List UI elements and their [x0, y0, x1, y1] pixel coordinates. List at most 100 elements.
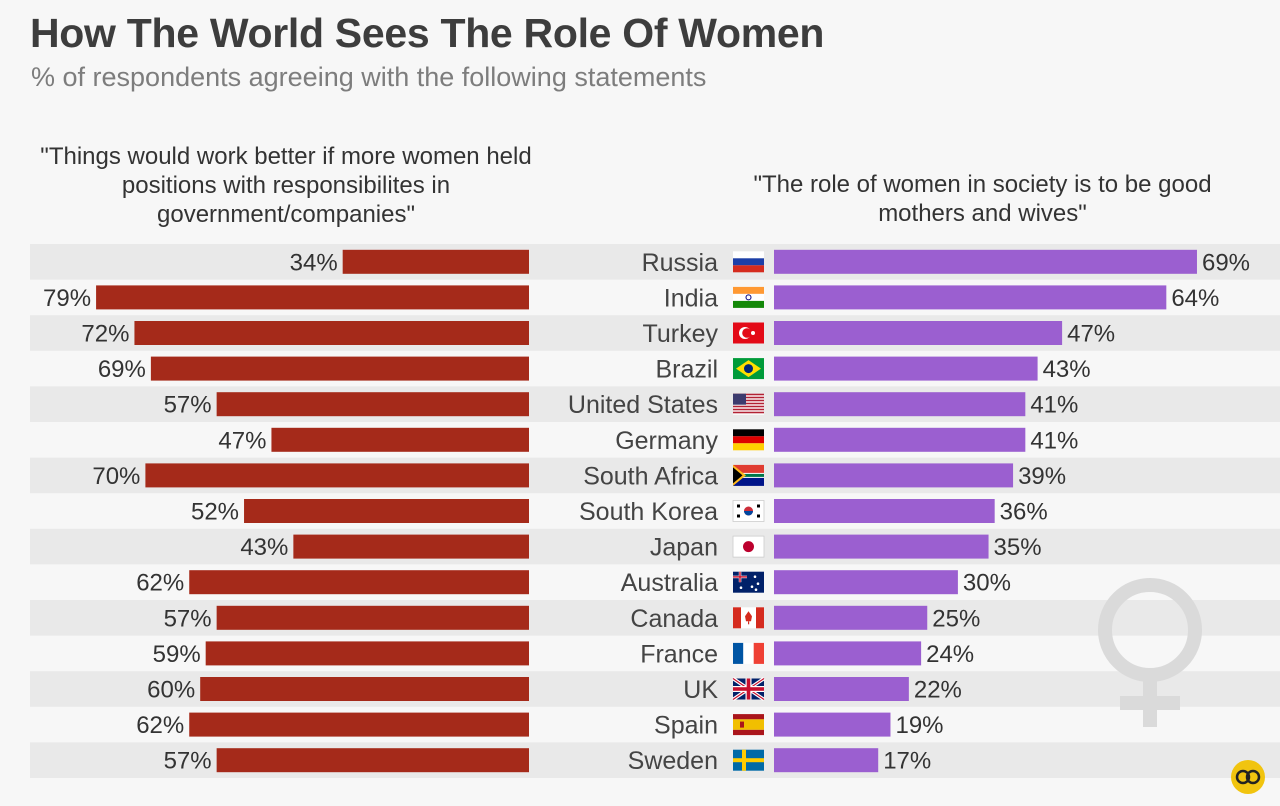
left-value-label: 62% — [136, 712, 184, 739]
south-korea-flag-icon — [732, 500, 765, 522]
country-label: Spain — [654, 712, 718, 740]
country-label: Turkey — [643, 320, 719, 348]
right-bar — [774, 570, 958, 595]
left-bar — [189, 712, 530, 737]
country-label: Australia — [621, 569, 718, 597]
right-value-label: 35% — [994, 534, 1042, 561]
japan-flag-icon — [732, 535, 765, 558]
right-value-label: 41% — [1030, 392, 1078, 419]
chart-row: 57% United States 41% — [164, 391, 1079, 419]
brazil-flag-icon — [733, 358, 764, 380]
canada-flag-icon — [733, 607, 764, 629]
sweden-flag-icon — [733, 749, 764, 771]
south-africa-flag-icon — [733, 464, 764, 486]
uk-flag-icon — [732, 677, 765, 701]
right-value-label: 64% — [1171, 285, 1219, 312]
country-label: UK — [683, 676, 718, 704]
left-value-label: 47% — [218, 427, 266, 454]
chart-row: 57% Sweden 17% — [164, 747, 932, 775]
country-label: South Korea — [579, 498, 718, 526]
turkey-flag-icon — [733, 322, 764, 344]
right-bar — [774, 641, 922, 666]
france-flag-icon — [733, 642, 764, 664]
chart-row: 59% France 24% — [153, 640, 975, 668]
country-label: United States — [568, 391, 718, 419]
left-bar — [205, 641, 529, 666]
chart-row: 62% Spain 19% — [136, 712, 943, 740]
left-value-label: 62% — [136, 570, 184, 597]
right-bar — [774, 321, 1063, 345]
right-bar — [774, 463, 1014, 488]
left-bar — [271, 427, 529, 452]
left-value-label: 34% — [290, 249, 338, 276]
chart-row: 57% Canada 25% — [164, 605, 981, 633]
chart-row: 34% Russia 69% — [290, 249, 1250, 277]
country-label: Sweden — [628, 747, 718, 775]
right-value-label: 22% — [914, 677, 962, 704]
right-value-label: 24% — [926, 641, 974, 668]
chart-row: 47% Germany 41% — [218, 427, 1078, 455]
chart-row: 79% India 64% — [43, 284, 1219, 312]
chart-title: How The World Sees The Role Of Women — [30, 10, 825, 56]
chart-row: 62% Australia 30% — [136, 569, 1011, 597]
right-value-label: 39% — [1018, 463, 1066, 490]
right-value-label: 43% — [1043, 356, 1091, 383]
india-flag-icon — [733, 286, 764, 308]
left-bar — [200, 677, 529, 701]
country-label: South Africa — [583, 462, 718, 490]
right-value-label: 41% — [1030, 427, 1078, 454]
usa-flag-icon — [733, 393, 764, 415]
left-bar — [150, 356, 529, 381]
right-bar — [774, 499, 995, 523]
chart-subtitle: % of respondents agreeing with the follo… — [31, 62, 707, 92]
left-value-label: 57% — [164, 605, 212, 632]
australia-flag-icon — [733, 571, 764, 593]
right-bar — [774, 748, 879, 773]
left-value-label: 57% — [164, 392, 212, 419]
left-bar — [244, 499, 530, 523]
statista-logo-icon — [1231, 760, 1265, 794]
left-bar — [134, 321, 529, 345]
left-value-label: 52% — [191, 499, 239, 526]
right-value-label: 30% — [963, 570, 1011, 597]
left-bar — [216, 392, 529, 417]
country-label: Japan — [650, 534, 718, 562]
left-value-label: 60% — [147, 677, 195, 704]
female-symbol-icon — [1098, 578, 1202, 727]
chart-row: 43% Japan 35% — [240, 534, 1041, 562]
right-bar — [774, 249, 1197, 274]
country-label: Russia — [642, 249, 719, 277]
left-value-label: 59% — [153, 641, 201, 668]
right-value-label: 25% — [932, 605, 980, 632]
left-bar — [293, 534, 529, 559]
spain-flag-icon — [733, 714, 764, 736]
right-bar — [774, 392, 1026, 417]
country-label: India — [664, 284, 718, 312]
left-value-label: 72% — [81, 321, 129, 348]
right-bar — [774, 605, 928, 630]
right-value-label: 47% — [1067, 321, 1115, 348]
chart-row: 52% South Korea 36% — [191, 498, 1048, 526]
left-value-label: 57% — [164, 748, 212, 775]
left-value-label: 70% — [92, 463, 140, 490]
country-label: France — [640, 640, 718, 668]
right-value-label: 69% — [1202, 249, 1250, 276]
left-bar — [96, 285, 529, 310]
left-bar — [342, 249, 529, 274]
right-value-label: 17% — [883, 748, 931, 775]
left-bar — [145, 463, 529, 488]
left-bar — [216, 748, 529, 773]
left-bar — [216, 605, 529, 630]
right-bar — [774, 356, 1038, 381]
country-label: Canada — [630, 605, 718, 633]
right-bar — [774, 712, 891, 737]
left-value-label: 43% — [240, 534, 288, 561]
russia-flag-icon — [733, 251, 764, 273]
right-bar — [774, 285, 1167, 310]
left-series-statement: "Things would work better if more women … — [40, 143, 532, 228]
country-label: Germany — [615, 427, 718, 455]
left-value-label: 69% — [98, 356, 146, 383]
left-bar — [189, 570, 530, 595]
right-value-label: 19% — [895, 712, 943, 739]
